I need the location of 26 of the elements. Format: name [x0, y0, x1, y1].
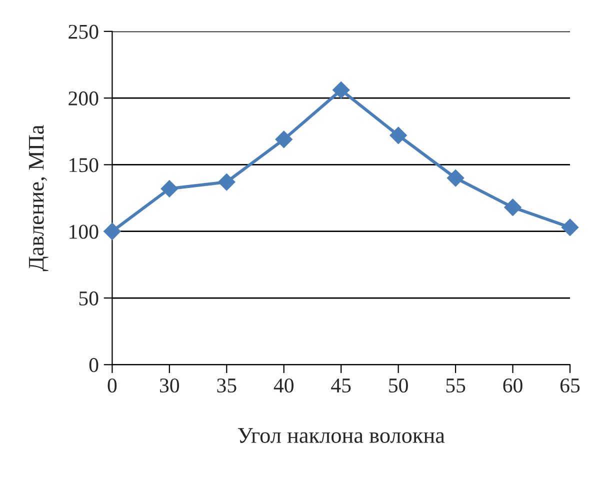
point — [160, 180, 178, 198]
point — [561, 218, 579, 236]
point — [447, 169, 464, 187]
x-tick-label: 60 — [503, 378, 522, 393]
x-tick-label: 50 — [389, 378, 408, 393]
point — [332, 82, 350, 99]
y-tick-label: 50 — [79, 291, 98, 306]
y-tick-label: 250 — [68, 24, 98, 39]
y-tick-label: 100 — [70, 224, 98, 239]
point — [390, 126, 407, 144]
point — [504, 198, 522, 216]
x-axis-title: Угол наклона волокна — [238, 428, 445, 443]
x-tick-label: 40 — [274, 378, 294, 393]
point — [275, 130, 292, 148]
x-tick-label: 30 — [160, 378, 180, 393]
point — [218, 173, 236, 191]
x-tick-label: 0 — [108, 378, 117, 393]
y-axis-title: Давление, МПа — [29, 125, 48, 272]
x-tick-label: 55 — [446, 378, 466, 393]
x-tick-label: 45 — [331, 378, 351, 393]
y-tick-label: 150 — [70, 158, 98, 172]
point — [104, 222, 121, 240]
x-tick-label: 35 — [217, 378, 236, 393]
y-tick-label: 200 — [68, 91, 98, 106]
x-tick-label: 65 — [560, 378, 580, 393]
y-tick-label: 0 — [89, 358, 98, 372]
